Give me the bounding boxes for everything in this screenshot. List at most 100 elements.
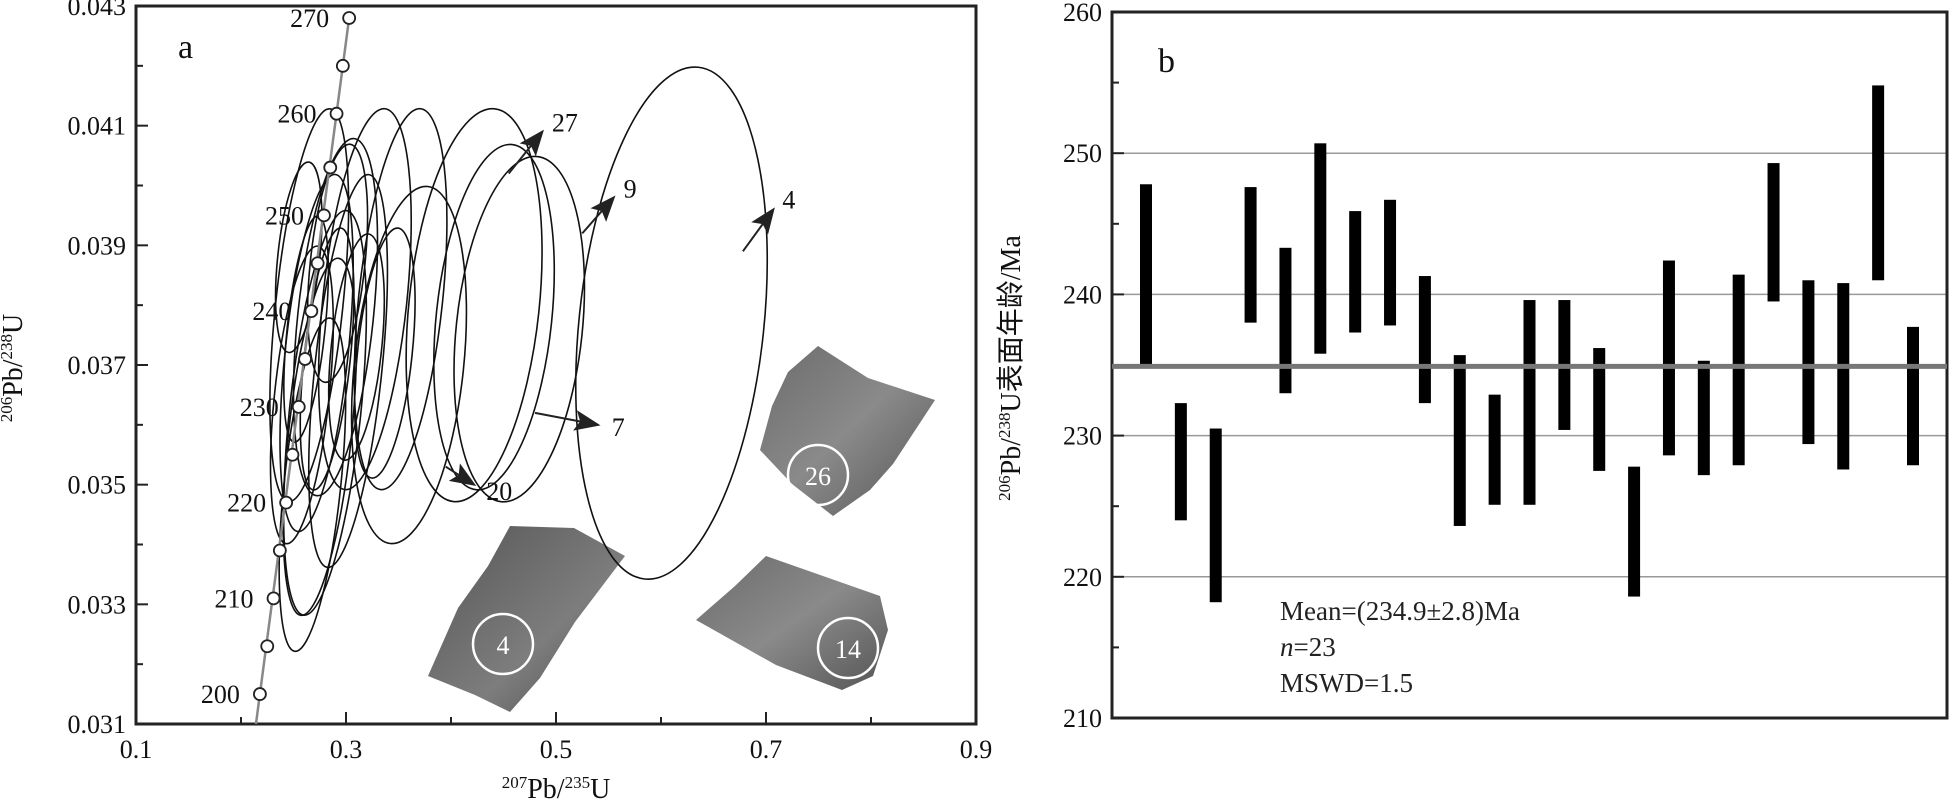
error-ellipse	[350, 185, 468, 545]
panel-a-y-label: 206Pb/238U	[0, 314, 29, 423]
zircon-image-4	[428, 526, 625, 712]
y-tick-label: 0.035	[68, 471, 127, 500]
age-error-bar	[1209, 428, 1222, 603]
outlier-arrow	[742, 207, 775, 252]
age-error-bar	[1488, 394, 1501, 505]
y-tick-label: 0.031	[68, 710, 127, 739]
concordia-age-marker	[279, 495, 294, 510]
concordia-age-label: 250	[265, 201, 304, 230]
outlier-arrow-label: 7	[612, 413, 625, 442]
zircon-spot-label: 26	[805, 462, 831, 491]
age-error-bar	[1697, 360, 1710, 476]
error-ellipse	[353, 227, 416, 479]
n-count-text: n=23	[1280, 632, 1336, 662]
outlier-arrow-label: 27	[552, 108, 578, 137]
age-error-bar	[1523, 300, 1536, 505]
outlier-arrows: 27 9 4 7 20	[445, 108, 795, 506]
error-ellipse	[327, 233, 386, 461]
age-error-bar	[1662, 260, 1675, 456]
age-error-bar	[1767, 163, 1780, 302]
x-tick-label: 0.1	[120, 735, 153, 764]
y-tick-label: 0.037	[68, 351, 127, 380]
panel-a-x-axis: 0.1 0.3 0.5 0.7 0.9	[120, 712, 993, 764]
error-ellipse	[433, 143, 556, 491]
error-ellipse	[453, 155, 586, 503]
error-ellipse	[282, 209, 368, 617]
concordia-age-marker	[342, 11, 357, 25]
zircon-spot-labels: 26 4 14	[471, 443, 880, 680]
concordia-age-label: 270	[290, 4, 329, 33]
age-error-bar	[1314, 143, 1327, 354]
concordia-age-marker	[335, 58, 350, 73]
age-error-bar	[1349, 211, 1362, 333]
concordia-age-marker	[285, 447, 300, 462]
age-error-bar	[1802, 280, 1815, 445]
panel-b-y-axis: 210 220 230 240 250 260	[1063, 0, 1124, 733]
zircon-spot-label: 14	[835, 635, 861, 664]
error-ellipse	[353, 107, 448, 491]
x-tick-label: 0.3	[330, 735, 363, 764]
x-tick-label: 0.9	[960, 735, 993, 764]
age-error-bar	[1453, 355, 1466, 526]
age-error-bar	[1732, 274, 1745, 466]
y-tick-label: 260	[1063, 0, 1102, 27]
concordia-age-marker	[329, 106, 344, 121]
age-error-bar	[1907, 326, 1919, 466]
concordia-age-label: 200	[201, 680, 240, 709]
zircon-image-26	[760, 346, 935, 516]
y-tick-label: 0.039	[68, 231, 127, 260]
outlier-arrow	[581, 195, 616, 235]
age-error-bars	[1140, 85, 1919, 603]
concordia-age-marker	[260, 639, 275, 654]
y-tick-label: 220	[1063, 563, 1102, 592]
concordia-age-marker	[317, 208, 331, 223]
panel-a-x-label: 207Pb/235U	[502, 773, 611, 805]
concordia-age-marker	[298, 352, 312, 366]
mean-age-text: Mean=(234.9±2.8)Ma	[1280, 596, 1520, 626]
x-tick-label: 0.7	[750, 735, 783, 764]
outlier-arrow-label: 4	[782, 186, 795, 215]
error-ellipse	[405, 107, 543, 503]
y-tick-label: 0.043	[68, 0, 127, 21]
zircon-image-14	[696, 556, 888, 690]
concordia-age-label: 220	[227, 489, 266, 518]
outlier-arrow	[445, 463, 477, 487]
concordia-curve: 200 210 220 230 240 250 260 270	[201, 4, 357, 725]
concordia-age-marker	[266, 591, 281, 606]
outlier-arrow	[507, 129, 544, 175]
y-tick-label: 250	[1063, 139, 1102, 168]
concordia-age-marker	[323, 160, 338, 175]
outlier-arrow-label: 20	[486, 477, 512, 506]
y-tick-label: 240	[1063, 280, 1102, 309]
zircon-spot-circle	[471, 612, 535, 676]
zircon-spot-circle	[786, 443, 850, 507]
age-error-bar	[1593, 348, 1606, 471]
concordia-age-label: 240	[252, 297, 291, 326]
y-tick-label: 0.033	[68, 590, 127, 619]
age-error-bar	[1140, 184, 1152, 365]
concordia-age-marker	[310, 256, 325, 271]
age-error-bar	[1628, 466, 1641, 597]
panel-b-y-label: 206Pb/238U表面年龄/Ma	[995, 235, 1027, 501]
zircon-spot-circle	[816, 616, 880, 680]
age-error-bar	[1418, 276, 1431, 404]
age-error-bar	[1244, 187, 1257, 323]
age-error-bar	[1279, 247, 1292, 394]
concordia-age-marker	[272, 543, 287, 558]
y-tick-label: 210	[1063, 704, 1102, 733]
concordia-age-label: 230	[240, 393, 279, 422]
x-tick-label: 0.5	[540, 735, 573, 764]
outlier-arrow	[534, 410, 601, 431]
age-error-bar	[1384, 199, 1397, 326]
panel-b-letter: b	[1158, 43, 1175, 80]
concordia-age-marker	[291, 399, 306, 414]
error-ellipse	[574, 66, 769, 580]
concordia-age-label: 260	[278, 100, 317, 129]
panel-a-y-axis: 0.031 0.033 0.035 0.037 0.039 0.041 0.043	[68, 0, 148, 739]
panel-a-letter: a	[178, 29, 193, 66]
zircon-cl-images	[428, 346, 935, 712]
concordia-age-marker	[304, 304, 319, 319]
